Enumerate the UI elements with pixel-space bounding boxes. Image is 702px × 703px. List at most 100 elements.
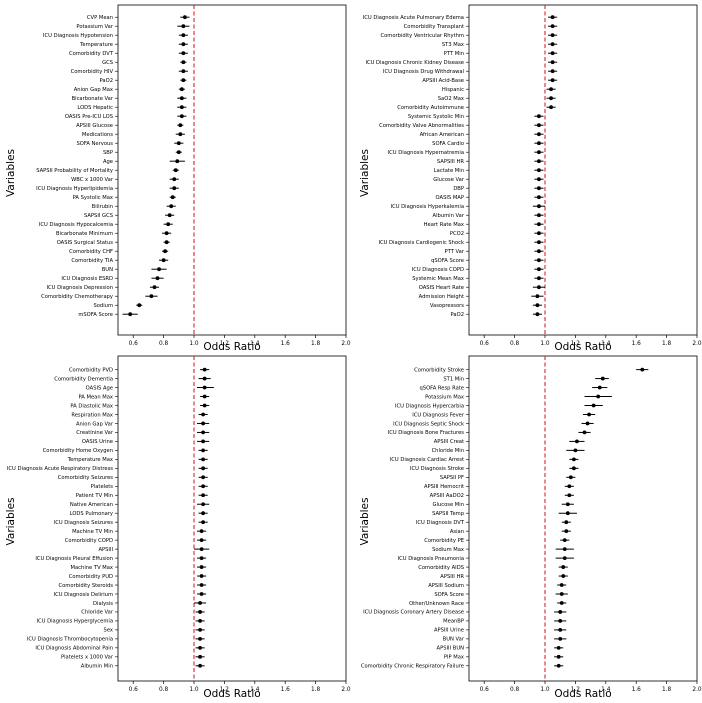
odds-ratio-point — [537, 258, 541, 263]
forest-panel-2: 0.6 0.8 1.0 1.2 1.4 1.6 1.8 2.0 Odds Ratio Variab… — [359, 4, 702, 353]
variable-label: Comorbidity Autoimmune — [397, 105, 464, 111]
variable-label: Respiration Max — [71, 412, 113, 418]
odds-ratio-point — [571, 466, 576, 471]
variable-label: SAPSII PF — [440, 475, 464, 481]
odds-ratio-point — [537, 231, 541, 236]
odds-ratio-point — [575, 439, 579, 444]
odds-ratio-point — [573, 448, 578, 453]
odds-ratio-point — [537, 222, 541, 227]
odds-ratio-point — [550, 60, 555, 65]
odds-ratio-point — [198, 619, 202, 623]
odds-ratio-point — [198, 636, 202, 641]
x-tick-label: 1.0 — [189, 687, 199, 693]
odds-ratio-point — [201, 493, 206, 498]
variable-label: PA Diastolic Max — [70, 403, 113, 409]
variable-label: mSOFA Score — [78, 312, 113, 318]
x-axis-label: Odds Ratio — [554, 688, 611, 700]
variable-label: Chloride Var — [81, 610, 114, 616]
x-tick-label: 1.2 — [220, 341, 230, 347]
odds-ratio-point — [152, 285, 157, 290]
odds-ratio-point — [175, 159, 180, 164]
variable-label: Native American — [70, 502, 113, 508]
odds-ratio-point — [164, 231, 169, 236]
odds-ratio-point — [157, 267, 161, 272]
y-axis-label: Variables — [359, 498, 371, 546]
x-tick-label: 1.2 — [220, 687, 230, 693]
variable-label: APSIII Urine — [434, 628, 464, 634]
variable-label: ICU Diagnosis Hyperglycemia — [37, 619, 113, 625]
odds-ratio-point — [558, 610, 563, 614]
odds-ratio-point — [559, 583, 564, 587]
odds-ratio-point — [537, 177, 541, 182]
variable-label: ICU Diagnosis Acute Respiratory Distress — [7, 466, 113, 472]
variable-label: SBP — [103, 150, 113, 156]
variable-label: APSIII AaDO2 — [430, 493, 464, 499]
variable-label: APSIII — [98, 547, 113, 553]
variable-label: ICU Diagnosis Hyperkalemia — [391, 204, 464, 210]
odds-ratio-point — [169, 204, 174, 209]
odds-ratio-point — [167, 213, 172, 218]
variable-label: SaO2 Max — [438, 96, 464, 102]
odds-ratio-point — [559, 601, 564, 605]
odds-ratio-point — [550, 33, 555, 38]
variable-label: Comorbidity Valve Abnormalities — [379, 123, 464, 129]
odds-ratio-point — [556, 645, 561, 650]
variable-label: Comorbidity Stroke — [414, 367, 464, 373]
variable-label: Platelets x 1000 Var — [61, 655, 114, 661]
x-tick-label: 0.8 — [510, 687, 520, 693]
x-tick-label: 1.4 — [601, 341, 611, 347]
variable-label: Other/Unknown Race — [409, 601, 464, 607]
odds-ratio-point — [535, 294, 540, 299]
variable-label: Glucose Var — [433, 177, 465, 183]
variable-label: ICU Diagnosis Thrombocytopenia — [27, 637, 113, 643]
odds-ratio-point — [561, 574, 566, 578]
odds-ratio-point — [181, 78, 186, 83]
variable-label: ICU Diagnosis Bone Fractures — [388, 430, 465, 436]
variable-label: Lactate Min — [434, 168, 464, 174]
odds-ratio-point — [201, 412, 206, 417]
variable-label: Potassium Var — [76, 24, 113, 30]
forest-panel-3: 0.6 0.8 1.0 1.2 1.4 1.6 1.8 2.0 Odds Ratio Variab… — [5, 355, 351, 700]
variable-label: Vasopressors — [430, 303, 464, 309]
variable-label: ICU Diagnosis Hypercarbia — [395, 403, 464, 409]
variable-label: Platelets — [91, 484, 114, 490]
variable-label: Comorbidity Seizures — [58, 475, 114, 481]
x-tick-label: 1.8 — [662, 341, 672, 347]
variable-label: APSIII BUN — [437, 646, 465, 652]
odds-ratio-point — [128, 312, 133, 317]
odds-ratio-point — [537, 285, 541, 290]
variable-label: qSOFA Score — [431, 258, 464, 264]
variable-label: Systemic Mean Max — [412, 276, 464, 282]
odds-ratio-point — [178, 123, 183, 128]
odds-ratio-point — [201, 466, 206, 471]
odds-ratio-point — [201, 520, 206, 525]
odds-ratio-point — [535, 303, 540, 308]
odds-ratio-point — [199, 538, 204, 543]
variable-label: APSIII Acid-Base — [422, 78, 464, 84]
odds-ratio-point — [201, 457, 206, 462]
variable-label: ICU Diagnosis Abdominal Pain — [35, 646, 113, 652]
variable-label: ST3 Max — [442, 42, 464, 48]
variable-label: Comorbidity AIDS — [418, 565, 464, 571]
odds-ratio-point — [556, 663, 561, 668]
x-tick-label: 1.0 — [189, 341, 199, 347]
variable-label: PaO2 — [451, 312, 464, 318]
x-tick-label: 0.6 — [129, 687, 139, 693]
variable-label: MeanBP — [443, 619, 464, 625]
x-tick-label: 1.0 — [540, 687, 550, 693]
x-tick-label: 2.0 — [692, 687, 702, 693]
variable-label: Heart Rate Max — [424, 222, 464, 228]
odds-ratio-point — [161, 258, 166, 263]
odds-ratio-point — [201, 439, 206, 444]
odds-ratio-point — [591, 403, 596, 408]
odds-ratio-point — [537, 168, 541, 173]
odds-ratio-point — [202, 367, 207, 372]
variable-label: Sodium — [93, 303, 113, 309]
variable-label: Comorbidity COPD — [65, 538, 113, 544]
variable-label: ICU Diagnosis Hypotension — [43, 33, 113, 39]
odds-ratio-point — [198, 601, 202, 605]
odds-ratio-point — [537, 132, 541, 137]
odds-ratio-point — [549, 105, 553, 110]
odds-ratio-point — [537, 204, 541, 209]
variable-label: ICU Diagnosis Hypocalcemia — [39, 222, 113, 228]
